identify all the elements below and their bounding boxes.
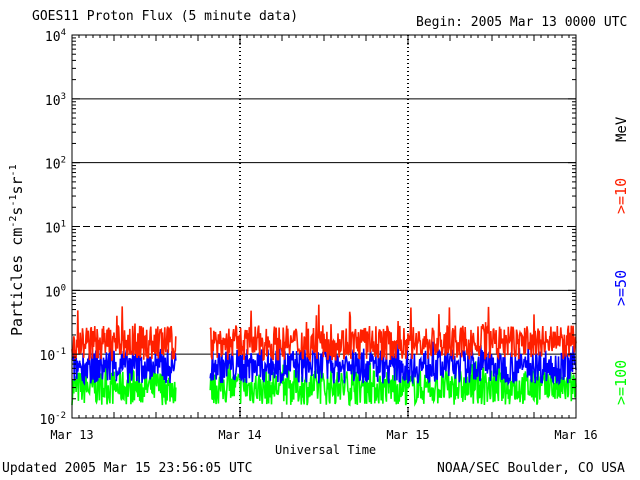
y-tick-label: 104 [45,28,66,45]
credit-label: NOAA/SEC Boulder, CO USA [437,461,625,476]
legend-ge50: >=50 [612,270,630,306]
x-tick-label: Mar 14 [218,428,261,442]
y-tick-label: 10-1 [40,347,67,364]
y-tick-label: 101 [45,220,66,237]
series-trace-ge10-1 [209,304,577,363]
legend-unit: MeV [614,116,630,142]
begin-time: Begin: 2005 Mar 13 0000 UTC [416,15,628,30]
x-tick-label: Mar 15 [386,428,429,442]
y-tick-label: 100 [45,283,66,300]
x-tick-label: Mar 16 [554,428,597,442]
y-tick-label: 102 [45,156,66,173]
legend-ge100: >=100 [612,360,630,405]
x-tick-label: Mar 13 [50,428,93,442]
series-trace-ge100-1 [209,360,577,407]
series-trace-ge100-0 [71,362,177,406]
chart-title: GOES11 Proton Flux (5 minute data) [32,9,299,24]
series-trace-ge10-0 [71,306,177,362]
x-axis-label: Universal Time [275,443,377,457]
y-tick-label: 103 [45,92,66,109]
y-tick-label: 10-2 [40,411,67,428]
y-axis-label: Particles cm-2s-1sr-1 [8,164,26,336]
updated-time: Updated 2005 Mar 15 23:56:05 UTC [2,461,253,476]
series-trace-ge50-1 [209,341,577,386]
legend-ge10: >=10 [612,178,630,214]
